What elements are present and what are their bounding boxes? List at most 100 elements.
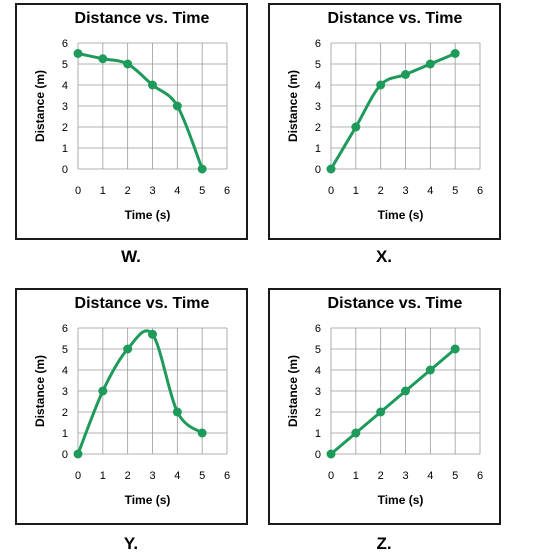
data-point [425, 59, 435, 69]
y-tick-label: 5 [315, 59, 321, 71]
y-tick-label: 4 [315, 80, 321, 92]
y-tick-label: 1 [315, 143, 321, 155]
x-axis-label: Time (s) [378, 493, 424, 507]
y-tick-label: 2 [315, 122, 321, 134]
x-axis-label: Time (s) [378, 208, 424, 222]
x-tick-label: 3 [149, 185, 155, 197]
x-tick-label: 1 [353, 470, 359, 482]
y-tick-label: 5 [315, 344, 321, 356]
x-tick-label: 2 [378, 185, 384, 197]
x-tick-label: 5 [199, 470, 205, 482]
y-tick-label: 4 [315, 365, 321, 377]
x-tick-label: 0 [75, 470, 81, 482]
data-point [326, 164, 336, 174]
x-tick-label: 1 [353, 185, 359, 197]
x-tick-label: 5 [199, 185, 205, 197]
x-tick-label: 2 [125, 185, 131, 197]
y-axis-label: Distance (m) [33, 355, 47, 427]
x-tick-label: 4 [174, 185, 180, 197]
x-tick-label: 6 [224, 470, 230, 482]
x-tick-label: 4 [174, 470, 180, 482]
chart-title: Distance vs. Time [75, 295, 210, 312]
data-point [172, 101, 182, 111]
x-axis-label: Time (s) [125, 208, 171, 222]
x-tick-label: 6 [224, 185, 230, 197]
x-tick-label: 3 [402, 470, 408, 482]
x-tick-label: 0 [328, 185, 334, 197]
data-point [98, 54, 108, 64]
x-tick-label: 2 [125, 470, 131, 482]
x-tick-label: 3 [402, 185, 408, 197]
data-point [401, 70, 410, 79]
y-tick-label: 4 [62, 80, 68, 92]
y-axis-label: Distance (m) [286, 355, 300, 427]
chart-y: Distance vs. Time 0 1 2 3 4 5 6 0 1 2 3 4 5 6 Time (s) D… [33, 295, 230, 507]
x-tick-label: 1 [100, 470, 106, 482]
y-tick-label: 0 [315, 449, 321, 461]
y-tick-label: 6 [62, 323, 68, 335]
y-tick-label: 2 [62, 407, 68, 419]
data-point [197, 428, 207, 438]
y-tick-label: 6 [62, 38, 68, 50]
x-axis-label: Time (s) [125, 493, 171, 507]
y-axis-label: Distance (m) [286, 70, 300, 142]
panel-label-w: W. [121, 247, 141, 266]
y-tick-label: 0 [315, 164, 321, 176]
y-tick-label: 3 [62, 101, 68, 113]
y-tick-label: 3 [315, 386, 321, 398]
data-point [148, 80, 157, 90]
data-point [450, 49, 460, 58]
data-point [123, 344, 133, 354]
y-axis-label: Distance (m) [33, 70, 47, 142]
y-tick-label: 6 [315, 38, 321, 50]
y-tick-label: 3 [315, 101, 321, 113]
chart-title: Distance vs. Time [75, 10, 210, 27]
series-line [329, 347, 457, 456]
x-tick-label: 4 [427, 185, 433, 197]
chart-x: Distance vs. Time 0 1 2 3 4 5 6 0 1 2 3 4 5 6 Time (s) D… [286, 10, 483, 222]
data-point [73, 49, 83, 58]
chart-panel-z: Distance vs. Time 0 1 2 3 4 5 6 0 1 2 3 4 5 6 Time (s) D… [268, 288, 501, 525]
data-point [376, 407, 386, 417]
chart-z: Distance vs. Time 0 1 2 3 4 5 6 0 1 2 3 4 5 6 Time (s) D… [286, 295, 483, 507]
data-point [73, 449, 83, 459]
y-tick-label: 0 [62, 164, 68, 176]
x-tick-label: 1 [100, 185, 106, 197]
x-tick-label: 6 [477, 185, 483, 197]
y-tick-label: 3 [62, 386, 68, 398]
chart-panel-x: Distance vs. Time 0 1 2 3 4 5 6 0 1 2 3 4 5 6 Time (s) D… [268, 3, 501, 240]
grid [330, 42, 481, 170]
y-tick-label: 6 [315, 323, 321, 335]
panel-label-y: Y. [123, 534, 139, 553]
x-tick-label: 5 [452, 185, 458, 197]
x-tick-label: 2 [378, 470, 384, 482]
y-tick-label: 2 [315, 407, 321, 419]
data-point [450, 344, 460, 354]
chart-w: Distance vs. Time 0 1 2 3 4 5 6 0 1 2 3 4 5 6 Time (s) D… [33, 10, 230, 222]
x-tick-label: 0 [75, 185, 81, 197]
series-line [329, 52, 457, 171]
data-point [425, 365, 435, 375]
chart-panel-w: Distance vs. Time 0 1 2 3 4 5 6 0 1 2 3 4 5 6 Time (s) D… [15, 3, 248, 240]
data-point [376, 80, 386, 90]
y-tick-label: 4 [62, 365, 68, 377]
x-tick-label: 0 [328, 470, 334, 482]
chart-title: Distance vs. Time [328, 295, 463, 312]
y-tick-label: 1 [62, 428, 68, 440]
x-tick-label: 6 [477, 470, 483, 482]
x-tick-label: 5 [452, 470, 458, 482]
series-line [76, 52, 204, 171]
data-point [123, 59, 133, 69]
x-tick-label: 3 [149, 470, 155, 482]
data-point [148, 329, 157, 339]
y-tick-label: 0 [62, 449, 68, 461]
data-point [401, 386, 410, 396]
chart-panel-y: Distance vs. Time 0 1 2 3 4 5 6 0 1 2 3 4 5 6 Time (s) D… [15, 288, 248, 525]
data-point [197, 164, 207, 174]
x-tick-label: 4 [427, 470, 433, 482]
data-point [98, 386, 108, 396]
y-tick-label: 1 [315, 428, 321, 440]
data-point [172, 407, 182, 417]
panel-label-x: X. [375, 247, 393, 266]
panel-label-z: Z. [376, 534, 392, 553]
